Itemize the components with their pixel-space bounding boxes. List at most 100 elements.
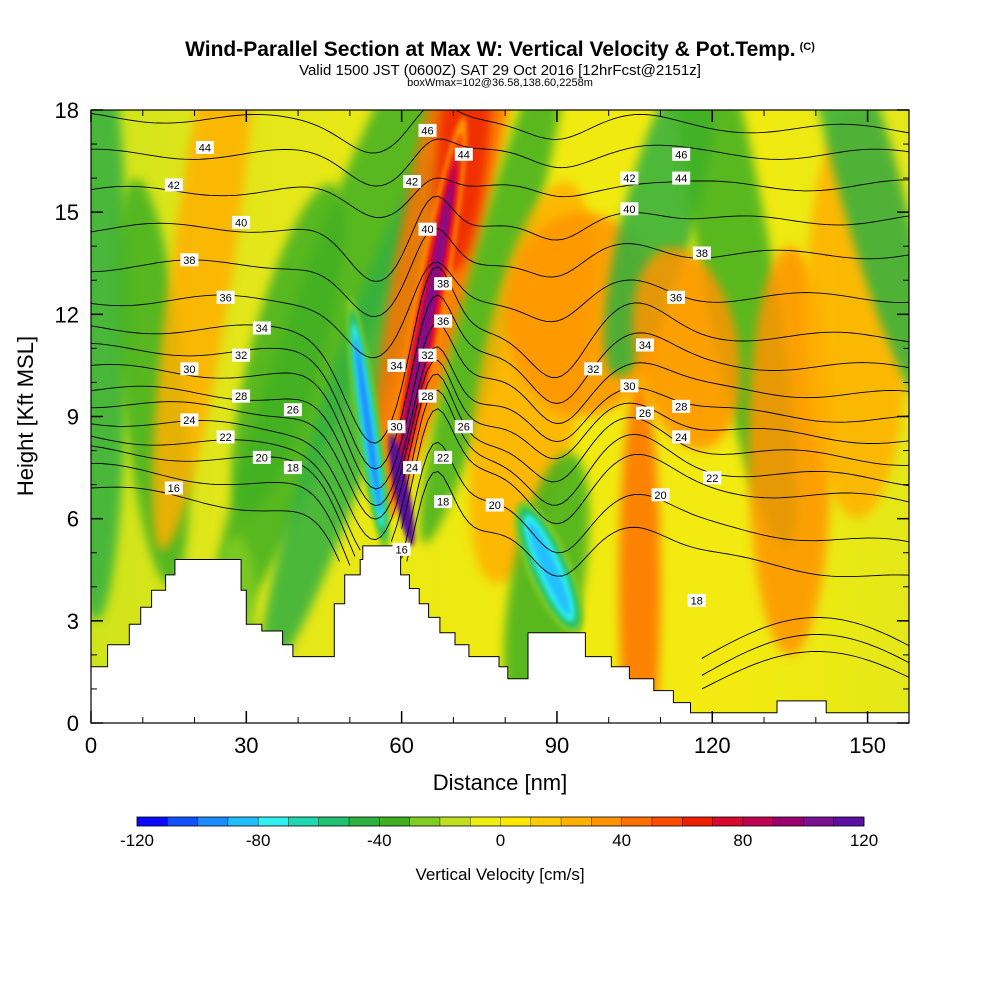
- isentrope-line: [91, 177, 909, 218]
- contour-label-text: 40: [623, 204, 635, 216]
- contour-label-box: [418, 348, 437, 362]
- contour-label: 22: [216, 430, 235, 444]
- contour-label-text: 24: [675, 432, 687, 444]
- plot-area: 16 18 20 22 24 26 28 30 32 34 36 38 40 42 44 46 44 42 40 38…: [91, 110, 909, 723]
- isentrope-line: [91, 294, 909, 470]
- contour-label: 34: [252, 321, 271, 335]
- contour-label: 18: [687, 593, 706, 607]
- contour-label-text: 22: [437, 452, 449, 464]
- contour-label-box: [252, 450, 271, 464]
- isentrope-line: [91, 228, 909, 318]
- contour-label-box: [703, 471, 722, 485]
- contour-label: 34: [636, 338, 654, 352]
- contour-label: 18: [434, 495, 453, 509]
- contour-label: 36: [434, 314, 453, 328]
- contour-label-text: 24: [406, 463, 418, 475]
- colorbar-swatch: [591, 817, 623, 826]
- contour-label-box: [651, 488, 670, 502]
- colorbar-swatch: [773, 817, 804, 826]
- w-region: [632, 247, 741, 450]
- chart-subtitle-2: boxWmax=102@36.58,138.60,2258m: [407, 77, 593, 89]
- y-tick-label: 3: [67, 609, 79, 634]
- chart-title: Wind-Parallel Section at Max W: Vertical…: [0, 38, 1000, 62]
- contour-label-box: [403, 175, 421, 188]
- contour-label-text: 42: [168, 180, 180, 192]
- colorbar-tick-label: -120: [120, 831, 154, 850]
- contour-label-text: 44: [199, 143, 211, 155]
- contour-label-text: 42: [623, 173, 635, 185]
- contour-label-box: [232, 348, 251, 362]
- contour-label-box: [667, 290, 685, 304]
- colorbar-swatch: [137, 817, 168, 826]
- colorbar-swatch: [682, 817, 713, 826]
- colorbar-swatch: [561, 817, 592, 826]
- colorbar-swatch: [409, 817, 441, 826]
- contour-label-box: [418, 389, 437, 403]
- contour-label: 30: [620, 379, 639, 393]
- contour-label-text: 28: [421, 391, 433, 403]
- contour-labels: 16 18 20 22 24 26 28 30 32 34 36 38 40 42 44 46 44 42 40 38…: [164, 123, 722, 607]
- contour-label-box: [232, 389, 251, 403]
- contour-label: 32: [232, 348, 251, 362]
- contour-label-box: [216, 290, 235, 304]
- colorbar: -120 -80 -40 0 40 80 120: [120, 816, 878, 850]
- contour-label: 28: [672, 399, 691, 413]
- isentrope-line: [701, 634, 909, 676]
- x-tick-label: 90: [545, 733, 569, 758]
- contour-label: 20: [651, 488, 670, 502]
- contour-label-box: [418, 123, 437, 137]
- contour-label: 42: [403, 175, 421, 189]
- contour-label: 26: [283, 403, 302, 417]
- y-axis-title: Height [Kft MSL]: [13, 336, 38, 496]
- colorbar-swatch: [288, 817, 320, 826]
- contour-label-text: 30: [390, 422, 402, 434]
- colorbar-tick-label: -40: [367, 831, 392, 850]
- contour-label: 18: [283, 461, 302, 475]
- y-tick-label: 0: [67, 711, 79, 736]
- contour-label: 32: [418, 348, 437, 362]
- potential-temperature-contours: [91, 110, 909, 690]
- contour-label-text: 44: [675, 173, 687, 185]
- updraft-plume: [402, 182, 453, 453]
- colorbar-swatch: [530, 817, 562, 826]
- contour-label-box: [434, 495, 453, 509]
- colorbar-swatch: [621, 817, 653, 826]
- colorbar-swatch: [318, 817, 350, 826]
- contour-label-box: [584, 362, 603, 376]
- contour-label: 24: [403, 461, 421, 475]
- contour-label-box: [392, 542, 411, 556]
- contour-label: 28: [232, 389, 251, 403]
- contour-label-text: 16: [395, 544, 407, 556]
- contour-label-box: [434, 277, 453, 291]
- contour-label: 40: [232, 215, 251, 229]
- w-region: [211, 110, 458, 635]
- contour-label-box: [672, 399, 691, 413]
- contour-label: 22: [703, 471, 722, 485]
- contour-label-box: [434, 450, 453, 464]
- isentrope-line: [91, 195, 909, 282]
- contour-label-box: [636, 406, 654, 420]
- downdraft-plume: [354, 335, 382, 515]
- contour-label-text: 20: [654, 490, 666, 502]
- contour-label: 30: [387, 420, 406, 434]
- vertical-velocity-field: [91, 110, 909, 723]
- y-tick-label: 15: [55, 200, 79, 225]
- contour-label: 22: [434, 450, 453, 464]
- y-tick-label: 18: [55, 98, 79, 123]
- colorbar-swatch: [803, 817, 835, 826]
- colorbar-swatch: [712, 817, 744, 826]
- contour-label-text: 22: [219, 432, 231, 444]
- x-tick-label: 60: [389, 733, 413, 758]
- contour-label-text: 40: [421, 224, 433, 236]
- contour-label: 16: [392, 542, 411, 556]
- isentrope-line: [91, 346, 909, 507]
- contour-label: 36: [667, 290, 685, 304]
- w-region: [152, 110, 258, 550]
- y-tick-label: 6: [67, 507, 79, 532]
- y-tick-label: 9: [67, 405, 79, 430]
- contour-label: 42: [620, 171, 639, 185]
- contour-label-text: 46: [675, 149, 687, 161]
- x-tick-label: 120: [694, 733, 731, 758]
